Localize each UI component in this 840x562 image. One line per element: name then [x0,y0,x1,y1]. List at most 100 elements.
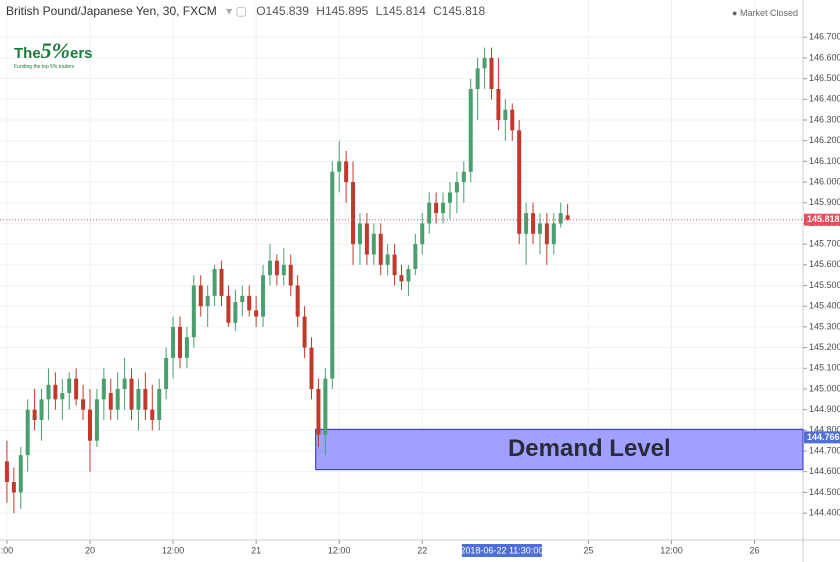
candle-body [212,268,217,296]
candle-body [81,399,86,410]
candle-body [565,215,570,220]
y-tick-label: 144.400 [809,507,840,517]
candle-body [267,260,272,276]
candle-body [454,182,459,193]
candle-body [150,409,155,420]
y-tick-label: 145.000 [809,383,840,393]
candle-body [261,275,266,317]
y-tick-label: 146.200 [809,135,840,145]
ohlc-label: O [256,4,266,18]
cursor-marker [461,544,542,557]
y-tick-label: 146.400 [809,94,840,104]
candle-body [524,213,529,234]
y-tick-label: 144.500 [809,487,840,497]
candle-body [4,461,9,483]
y-tick-label: 146.300 [809,114,840,124]
price-marker [804,431,840,444]
ohlc-label: H [316,4,325,18]
status-text: Market Closed [739,8,798,18]
candle-body [67,378,72,394]
candle-body [240,295,245,303]
candle-body [378,233,383,265]
candle-body [254,310,259,317]
y-tick-label: 144.700 [809,445,840,455]
candle-body [247,295,252,311]
candle-body [11,482,16,493]
candle-body [143,388,148,410]
candle-body [25,409,30,456]
y-tick-label: 145.500 [809,280,840,290]
candle-body [309,347,314,389]
candle-body [115,388,120,410]
candle-body [385,254,390,265]
candle-body [427,202,432,224]
candle-body [53,384,58,400]
x-tick-label: 25 [583,545,593,555]
candle-body [136,388,141,410]
y-tick-label: 146.500 [809,73,840,83]
x-tick-label: 12:00 [328,545,351,555]
ohlc-value: 145.895 [324,4,369,18]
candle-body [87,409,92,441]
candle-body [406,268,411,282]
y-tick-label: 145.700 [809,239,840,249]
candle-body [18,455,23,493]
candle-body [420,223,425,245]
candle-body [537,223,542,234]
logo-text: 5% [40,38,70,63]
logo-text: The [14,45,41,62]
y-tick-label: 144.600 [809,466,840,476]
candle-body [184,337,189,358]
candle-body [337,161,342,172]
candle-body [357,223,362,245]
ohlc-value: 145.839 [265,4,309,18]
candle-body [171,326,176,358]
x-tick-label: 21 [251,545,261,555]
candle-body [399,275,404,282]
candle-body [122,378,127,389]
candle-body [482,57,487,69]
y-tick-label: 146.600 [809,52,840,62]
y-tick-label: 146.000 [809,176,840,186]
candle-body [226,295,231,323]
candle-body [233,302,238,323]
ohlc-label: C [433,4,442,18]
candle-body [434,202,439,214]
y-tick-label: 145.300 [809,321,840,331]
candle-body [371,233,376,255]
candle-body [129,378,134,410]
candle-body [468,88,473,172]
candle-body [288,264,293,286]
candle-body [344,161,349,183]
candle-body [558,213,563,224]
x-tick-label: 20 [85,545,95,555]
candle-body [281,264,286,276]
y-tick-label: 145.100 [809,363,840,373]
y-tick-label: 145.400 [809,301,840,311]
candle-body [517,130,522,234]
candle-body [302,316,307,348]
candle-body [441,202,446,214]
candle-body [510,109,515,131]
candle-body [205,295,210,307]
candle-body [413,244,418,269]
candle-body [551,223,556,245]
candle-body [503,109,508,120]
y-tick-label: 144.800 [809,425,840,435]
demand-zone [315,428,804,471]
candle-body [544,223,549,245]
candle-body [274,260,279,276]
candle-body [330,171,335,379]
candle-body [392,254,397,276]
logo-text: ers [70,45,93,62]
chart-header: British Pound/Japanese Yen, 30, FXCM ▾ ▢… [6,4,486,18]
candle-body [364,223,369,255]
cursor-label: 2018-06-22 11:30:00 [460,545,543,555]
market-status: ● Market Closed [732,8,798,18]
candle-body [316,388,321,435]
candle-body [198,285,203,307]
ohlc-value: 145.818 [441,4,486,18]
candle-body [323,378,328,435]
candle-body [32,409,37,420]
